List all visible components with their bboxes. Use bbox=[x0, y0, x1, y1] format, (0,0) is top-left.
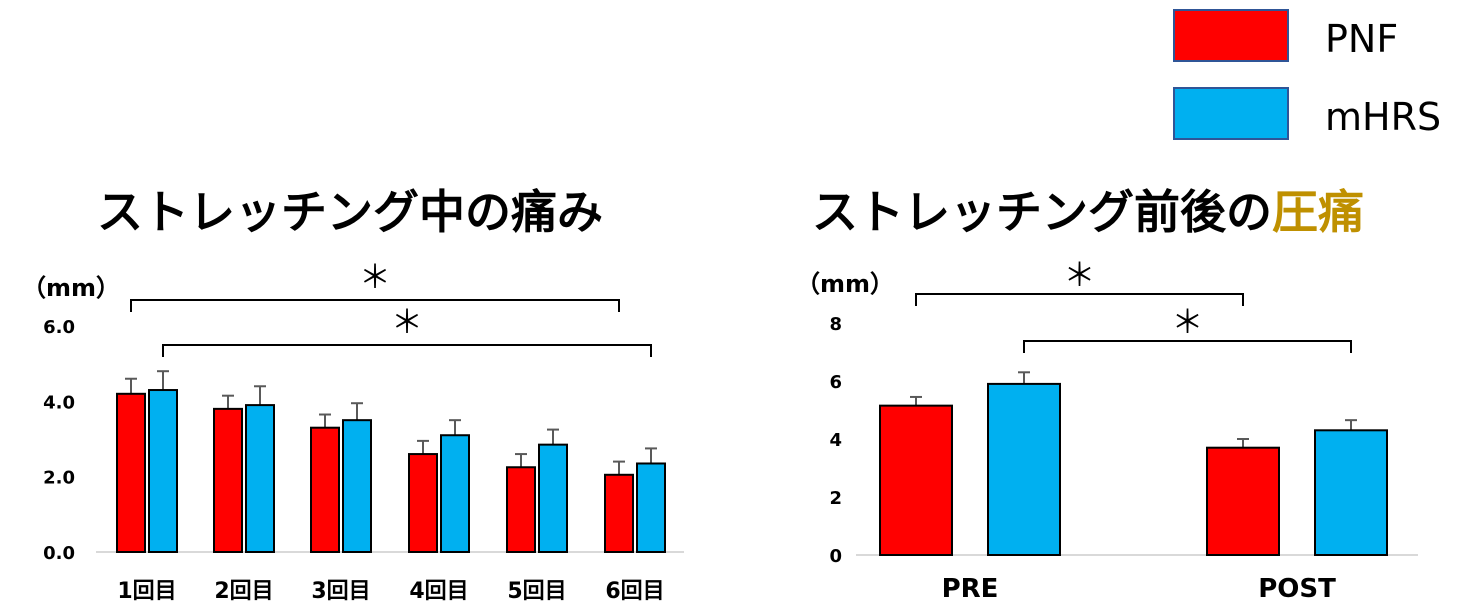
chart-pain-during-stretching: ストレッチング中の痛み （mm） 0.0 2.0 4.0 6.0 1回目 2回目 3回目 4… bbox=[22, 185, 684, 604]
chart-right-categories: PRE POST bbox=[942, 574, 1336, 604]
left-ytick-label: 4.0 bbox=[43, 392, 75, 413]
chart-right-title-highlight: 圧痛 bbox=[1272, 185, 1364, 239]
chart-left-ylabel: （mm） bbox=[22, 274, 120, 302]
left-category-label: 4回目 bbox=[409, 579, 468, 604]
legend-swatch-mhrs bbox=[1173, 87, 1289, 140]
right-ytick-label: 8 bbox=[829, 314, 842, 335]
chart-left-bars bbox=[116, 370, 666, 554]
left-bar-mhrs bbox=[636, 462, 666, 554]
left-category-label: 1回目 bbox=[117, 579, 176, 604]
left-significance-bracket bbox=[162, 344, 652, 357]
left-ytick-label: 0.0 bbox=[43, 543, 75, 564]
legend-label-pnf: PNF bbox=[1325, 17, 1398, 61]
right-significance-bracket bbox=[915, 293, 1244, 306]
left-ytick-label: 2.0 bbox=[43, 468, 75, 489]
left-bar-pnf bbox=[310, 426, 340, 554]
chart-right-title: ストレッチング前後の圧痛 bbox=[812, 185, 1364, 239]
right-significance-star: ＊ bbox=[1063, 256, 1095, 294]
left-significance-star: ＊ bbox=[359, 258, 391, 296]
chart-right-bars bbox=[879, 371, 1388, 557]
left-bar-pnf bbox=[506, 466, 536, 553]
chart-left-y-ticks: 0.0 2.0 4.0 6.0 bbox=[43, 317, 75, 564]
left-bar-mhrs bbox=[440, 434, 470, 554]
left-ytick-label: 6.0 bbox=[43, 317, 75, 338]
right-ytick-label: 4 bbox=[829, 430, 842, 451]
left-significance-star: ＊ bbox=[391, 303, 423, 341]
chart-right-y-ticks: 0 2 4 6 8 bbox=[829, 314, 842, 567]
left-bar-pnf bbox=[116, 392, 146, 553]
right-bar-mhrs bbox=[1314, 429, 1388, 556]
left-category-label: 2回目 bbox=[214, 579, 273, 604]
right-ytick-label: 6 bbox=[829, 372, 842, 393]
chart-right-ylabel: （mm） bbox=[796, 270, 894, 298]
left-bar-pnf bbox=[213, 407, 243, 553]
right-significance-star: ＊ bbox=[1171, 303, 1203, 341]
legend: PNF mHRS bbox=[1173, 9, 1441, 140]
right-ytick-label: 2 bbox=[829, 488, 842, 509]
left-bar-mhrs bbox=[148, 389, 178, 553]
chart-left-title: ストレッチング中の痛み bbox=[97, 185, 603, 239]
left-significance-bracket bbox=[130, 299, 620, 312]
right-significance-bracket bbox=[1023, 340, 1352, 353]
chart-right-title-main: ストレッチング前後の bbox=[812, 185, 1272, 239]
left-category-label: 5回目 bbox=[507, 579, 566, 604]
left-bar-mhrs bbox=[342, 419, 372, 553]
right-category-label: PRE bbox=[942, 574, 999, 604]
left-category-label: 6回目 bbox=[605, 579, 664, 604]
left-category-label: 3回目 bbox=[311, 579, 370, 604]
right-bar-pnf bbox=[879, 404, 953, 556]
legend-swatch-pnf bbox=[1173, 9, 1289, 62]
legend-label-mhrs: mHRS bbox=[1325, 95, 1441, 139]
chart-right-significance: ＊＊ bbox=[915, 256, 1352, 353]
right-ytick-label: 0 bbox=[829, 546, 842, 567]
right-bar-mhrs bbox=[987, 382, 1061, 556]
chart-left-significance: ＊＊ bbox=[130, 258, 652, 357]
left-bar-mhrs bbox=[245, 404, 275, 553]
left-bar-pnf bbox=[604, 473, 634, 553]
left-bar-mhrs bbox=[538, 443, 568, 553]
chart-left-categories: 1回目 2回目 3回目 4回目 5回目 6回目 bbox=[117, 579, 664, 604]
right-category-label: POST bbox=[1258, 574, 1336, 604]
right-bar-pnf bbox=[1206, 446, 1280, 557]
left-bar-pnf bbox=[408, 453, 438, 554]
